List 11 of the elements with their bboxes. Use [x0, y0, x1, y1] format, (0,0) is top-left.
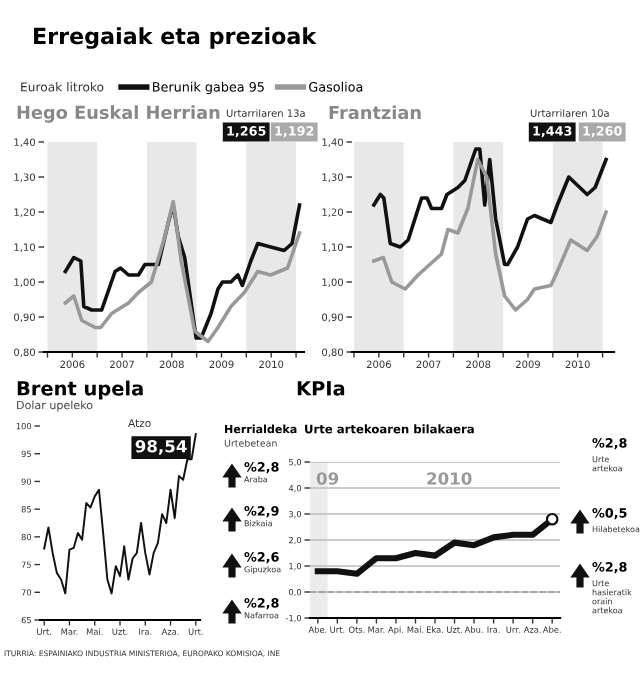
line-series	[43, 433, 197, 595]
chart-title: Hego Euskal Herrian	[17, 105, 220, 123]
chart-title: Frantzian	[329, 105, 421, 120]
line-series	[372, 157, 608, 312]
annotation: 2010	[427, 472, 472, 485]
chart-title: Brent upela	[17, 380, 143, 400]
text: Erregaiak eta prezioak	[34, 27, 317, 49]
line-series	[372, 147, 608, 267]
annotation: 09	[316, 472, 339, 485]
data-label: 98,54	[135, 439, 187, 455]
chart-title: KPIa	[297, 381, 345, 396]
